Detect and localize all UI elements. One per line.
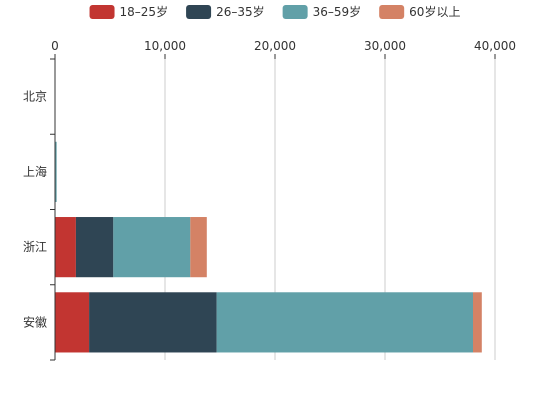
legend-item[interactable]: 36–59岁 xyxy=(282,4,362,19)
legend-swatch xyxy=(282,5,308,19)
x-tick-label: 10,000 xyxy=(144,39,186,53)
x-tick-label: 30,000 xyxy=(364,39,406,53)
legend-swatch xyxy=(186,5,212,19)
category-label: 上海 xyxy=(23,164,47,179)
category-label: 安徽 xyxy=(23,314,47,329)
bar-segment xyxy=(216,292,473,353)
category-label: 浙江 xyxy=(23,240,47,254)
bars xyxy=(55,141,482,353)
legend-label: 36–59岁 xyxy=(313,4,362,19)
x-tick-label: 40,000 xyxy=(474,39,516,53)
legend-item[interactable]: 18–25岁 xyxy=(89,4,169,19)
legend-label: 60岁以上 xyxy=(409,4,460,19)
bar-segment xyxy=(473,292,482,353)
legend-swatch xyxy=(379,5,405,19)
bar-segment xyxy=(89,292,217,353)
bar-segment xyxy=(55,217,76,278)
bar-segment xyxy=(113,217,191,278)
legend-label: 18–25岁 xyxy=(120,4,169,19)
bar-segment xyxy=(55,292,90,353)
x-tick-label: 0 xyxy=(51,39,59,53)
bar-segment xyxy=(75,217,114,278)
legend-swatch xyxy=(89,5,115,19)
legend-label: 26–35岁 xyxy=(216,4,265,19)
x-tick-label: 20,000 xyxy=(254,39,296,53)
legend-item[interactable]: 60岁以上 xyxy=(379,4,460,19)
category-label: 北京 xyxy=(23,90,47,104)
legend-item[interactable]: 26–35岁 xyxy=(186,4,265,19)
bar-segment xyxy=(190,217,207,278)
legend: 18–25岁 26–35岁 36–59岁 60岁以上 xyxy=(89,4,460,19)
bar-segment xyxy=(55,141,57,202)
